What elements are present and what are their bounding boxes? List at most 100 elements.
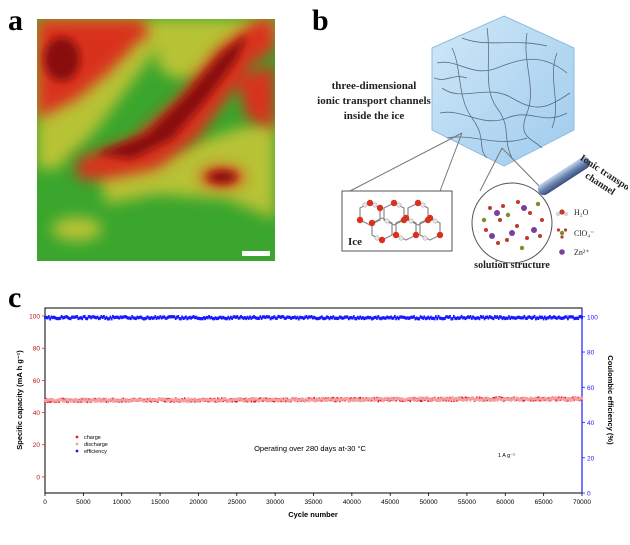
data-point xyxy=(44,315,46,320)
data-point xyxy=(204,397,207,402)
data-point xyxy=(244,315,246,320)
data-point xyxy=(195,315,198,319)
data-point xyxy=(109,315,112,319)
data-point xyxy=(388,397,391,401)
data-point xyxy=(288,315,291,320)
ice-cube xyxy=(431,15,575,167)
data-point xyxy=(82,397,85,401)
data-point xyxy=(53,399,55,403)
data-point xyxy=(458,397,460,401)
data-point xyxy=(105,315,108,320)
data-point xyxy=(94,397,96,401)
data-point xyxy=(567,317,569,321)
data-point xyxy=(99,397,102,402)
data-point xyxy=(464,397,467,402)
data-point xyxy=(409,316,412,320)
data-point xyxy=(555,316,558,320)
y-right-tick-label: 0 xyxy=(587,491,591,498)
data-point xyxy=(477,316,480,320)
data-point xyxy=(170,315,173,319)
data-point xyxy=(483,317,486,321)
data-point xyxy=(497,397,500,401)
ice-schematic: three-dimensional ionic transport channe… xyxy=(312,8,630,271)
data-point xyxy=(400,315,403,319)
data-point xyxy=(529,398,532,402)
data-point xyxy=(387,399,390,403)
data-point xyxy=(164,397,167,402)
data-point xyxy=(287,315,290,319)
data-point xyxy=(399,396,401,401)
data-point xyxy=(474,317,477,321)
data-point xyxy=(86,399,89,404)
data-point xyxy=(367,397,369,401)
data-point xyxy=(408,316,410,320)
data-point xyxy=(322,397,325,401)
data-point xyxy=(285,397,287,401)
x-tick-label: 0 xyxy=(43,499,47,506)
data-point xyxy=(343,397,346,401)
data-point xyxy=(165,399,168,403)
data-point xyxy=(550,398,553,402)
data-point xyxy=(141,316,144,320)
data-point xyxy=(443,398,446,402)
data-point xyxy=(323,398,326,402)
data-point xyxy=(449,396,451,400)
data-point xyxy=(140,397,143,401)
data-point xyxy=(244,399,246,403)
data-point xyxy=(131,398,134,402)
data-point xyxy=(150,315,153,320)
data-point xyxy=(463,397,465,401)
data-point xyxy=(122,399,125,403)
data-point xyxy=(185,315,187,319)
data-point xyxy=(434,315,437,319)
data-point xyxy=(119,399,122,403)
data-point xyxy=(419,396,422,401)
data-point xyxy=(169,315,172,319)
data-point xyxy=(423,396,426,400)
data-point xyxy=(268,398,271,403)
data-point xyxy=(523,314,526,319)
data-point xyxy=(561,316,564,320)
data-point xyxy=(335,316,337,320)
data-point xyxy=(323,317,326,321)
data-point xyxy=(410,397,413,401)
data-point xyxy=(509,398,512,402)
data-point xyxy=(183,399,186,403)
data-point xyxy=(246,315,249,319)
data-point xyxy=(137,398,140,402)
data-point xyxy=(197,316,200,320)
data-point xyxy=(385,316,387,320)
y-left-tick-label: 40 xyxy=(33,410,41,417)
data-point xyxy=(568,397,571,401)
data-point xyxy=(332,398,335,402)
data-point xyxy=(279,397,282,401)
data-point xyxy=(232,315,235,319)
data-point xyxy=(126,398,128,402)
data-point xyxy=(122,315,125,319)
data-point xyxy=(240,314,242,319)
data-point xyxy=(492,316,495,321)
rate-label: 1 A g⁻¹ xyxy=(498,453,515,459)
data-point xyxy=(552,315,555,319)
data-point xyxy=(472,315,474,319)
data-point xyxy=(224,317,227,321)
data-point xyxy=(382,316,385,320)
data-point xyxy=(492,396,495,401)
data-point xyxy=(147,316,150,320)
data-point xyxy=(431,316,433,320)
data-point xyxy=(247,316,250,320)
data-point xyxy=(114,315,117,320)
data-point xyxy=(474,398,477,402)
data-point xyxy=(60,398,63,402)
data-point xyxy=(142,399,145,403)
data-point xyxy=(450,317,453,321)
data-point xyxy=(473,398,476,402)
data-point xyxy=(88,399,91,403)
data-point xyxy=(199,317,201,321)
data-point xyxy=(555,396,558,400)
data-point xyxy=(328,317,331,321)
data-point xyxy=(281,398,284,402)
data-point xyxy=(140,315,143,319)
data-point xyxy=(537,398,540,402)
data-point xyxy=(74,315,77,319)
